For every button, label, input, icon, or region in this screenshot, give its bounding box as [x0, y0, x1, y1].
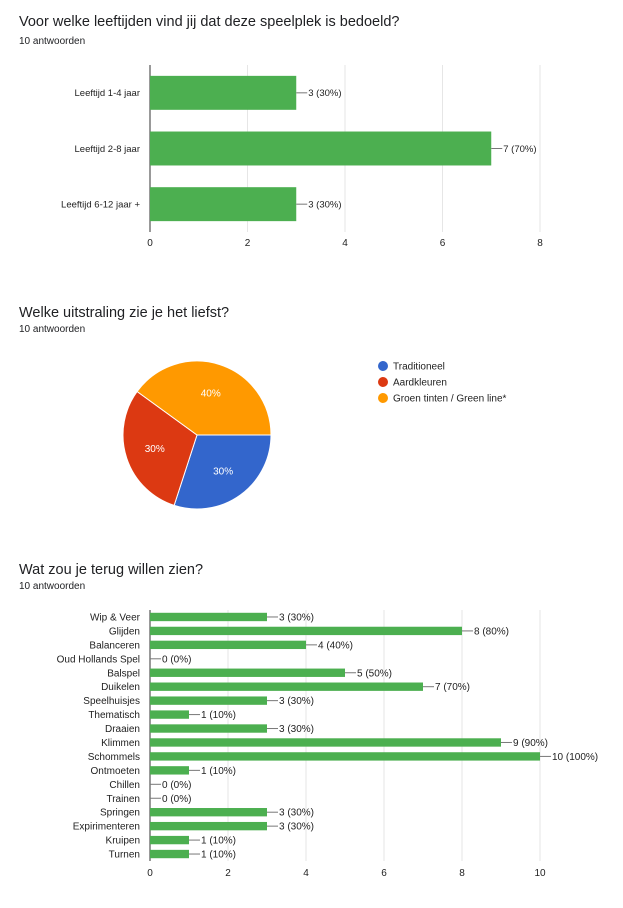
x-tick-label: 6 [440, 238, 446, 249]
x-tick-label: 4 [342, 238, 348, 249]
category-label: Thematisch [88, 710, 140, 721]
category-label: Balspel [107, 668, 140, 679]
x-tick-label: 0 [147, 238, 153, 249]
slice-label: 30% [145, 444, 165, 455]
pie-slice [136, 360, 272, 436]
data-label: 0 (0%) [162, 780, 191, 791]
legend-label: Aardkleuren [393, 378, 447, 389]
category-label: Springen [100, 808, 140, 819]
response-count: 10 antwoorden [19, 36, 86, 47]
x-tick-label: 0 [147, 868, 153, 879]
data-label: 3 (30%) [279, 822, 314, 833]
data-label: 1 (10%) [201, 766, 236, 777]
data-label: 0 (0%) [162, 794, 191, 805]
data-label: 3 (30%) [279, 696, 314, 707]
question-title: Voor welke leeftijden vind jij dat deze … [19, 14, 400, 30]
category-label: Schommels [88, 752, 140, 763]
bar [150, 821, 267, 831]
bar [150, 724, 267, 733]
category-label: Duikelen [101, 682, 140, 693]
data-label: 1 (10%) [201, 850, 236, 861]
category-label: Leeftijd 1-4 jaar [75, 88, 140, 99]
age-bar-chart: 0 2 4 6 8 Leeftijd 1-4 jaar 3 (30%) Leeftijd 2-… [61, 65, 543, 249]
bar [150, 131, 492, 166]
bar [150, 696, 267, 705]
bar [150, 808, 267, 817]
data-label: 1 (10%) [201, 836, 236, 847]
category-label: Leeftijd 6-12 jaar + [61, 199, 140, 210]
bar [150, 835, 189, 845]
x-tick-label: 10 [534, 868, 546, 879]
category-label: Glijden [109, 626, 140, 637]
bar [150, 849, 189, 859]
bar [150, 738, 501, 747]
data-label: 3 (30%) [308, 199, 341, 210]
response-count: 10 antwoorden [19, 581, 86, 592]
x-tick-label: 2 [225, 868, 231, 879]
legend-swatch [378, 377, 388, 387]
bar [150, 75, 297, 110]
x-tick-label: 4 [303, 868, 309, 879]
bar [150, 766, 189, 775]
question-style-section: Welke uitstraling zie je het liefst? 10 … [0, 290, 623, 550]
pie-slice [173, 434, 272, 510]
category-label: Balanceren [89, 640, 140, 651]
features-bar-chart: 0 2 4 6 8 10 Wip & Veer 3 (30%) Glijden 8 (80%) Ba… [57, 610, 598, 879]
legend-label: Groen tinten / Green line* [393, 394, 507, 405]
data-label: 5 (50%) [357, 668, 392, 679]
data-label: 3 (30%) [279, 808, 314, 819]
x-tick-label: 6 [381, 868, 387, 879]
style-pie-chart: 30% 30% 40% Traditioneel Aardkleuren Groen ti… [122, 360, 507, 510]
data-label: 8 (80%) [474, 626, 509, 637]
category-label: Klimmen [101, 738, 140, 749]
bar [150, 640, 306, 650]
bar [150, 682, 423, 691]
legend-label: Traditioneel [393, 362, 445, 373]
category-label: Trainen [106, 794, 140, 805]
data-label: 4 (40%) [318, 640, 353, 651]
bar [150, 612, 267, 622]
bar [150, 710, 189, 719]
data-label: 3 (30%) [308, 88, 341, 99]
response-count: 10 antwoorden [19, 324, 86, 335]
data-label: 3 (30%) [279, 724, 314, 735]
x-tick-label: 2 [245, 238, 251, 249]
legend-swatch [378, 393, 388, 403]
x-tick-label: 8 [537, 238, 543, 249]
category-label: Wip & Veer [90, 612, 141, 623]
question-age-section: Voor welke leeftijden vind jij dat deze … [0, 0, 623, 290]
bar [150, 187, 297, 222]
category-label: Leeftijd 2-8 jaar [75, 144, 140, 155]
question-title: Wat zou je terug willen zien? [19, 562, 204, 578]
legend-swatch [378, 361, 388, 371]
data-label: 10 (100%) [552, 752, 598, 763]
bar [150, 668, 345, 677]
bar [150, 626, 462, 636]
bar [150, 752, 540, 761]
category-label: Turnen [109, 850, 140, 861]
question-title: Welke uitstraling zie je het liefst? [19, 305, 230, 321]
category-label: Ontmoeten [91, 766, 140, 777]
category-label: Chillen [109, 780, 140, 791]
data-label: 7 (70%) [435, 682, 470, 693]
x-tick-label: 8 [459, 868, 465, 879]
category-label: Kruipen [106, 836, 140, 847]
category-label: Oud Hollands Spel [57, 654, 140, 665]
slice-label: 40% [201, 388, 221, 399]
data-label: 7 (70%) [503, 144, 536, 155]
data-label: 9 (90%) [513, 738, 548, 749]
data-label: 0 (0%) [162, 654, 191, 665]
category-label: Speelhuisjes [83, 696, 140, 707]
data-label: 3 (30%) [279, 612, 314, 623]
slice-label: 30% [213, 466, 233, 477]
data-label: 1 (10%) [201, 710, 236, 721]
category-label: Expirimenteren [73, 822, 140, 833]
question-features-section: Wat zou je terug willen zien? 10 antwoor… [0, 550, 623, 908]
category-label: Draaien [105, 724, 140, 735]
pie-slice [122, 390, 198, 507]
